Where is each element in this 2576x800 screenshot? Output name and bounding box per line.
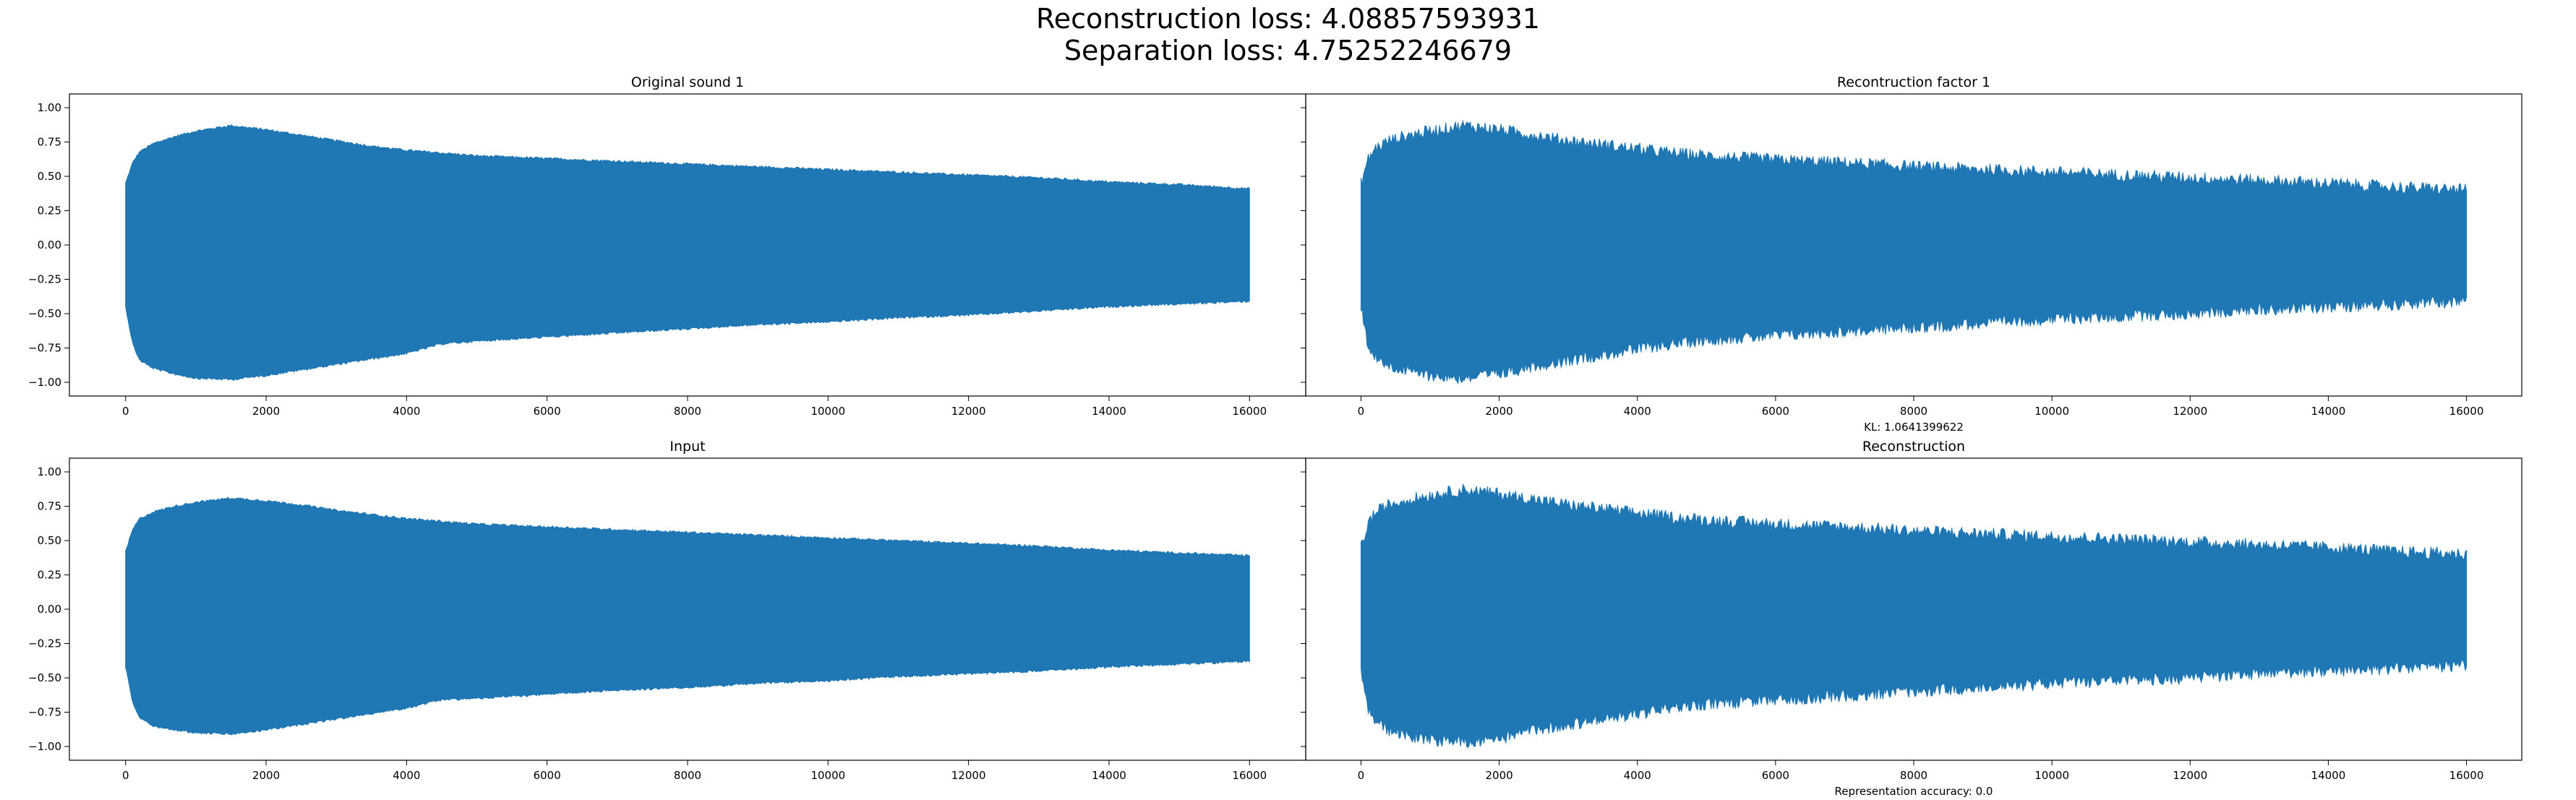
x-tick-label: 0 bbox=[1358, 769, 1365, 782]
x-tick-label: 16000 bbox=[1232, 405, 1267, 418]
waveform-series bbox=[1361, 483, 2467, 749]
y-tick-label: 0.50 bbox=[38, 534, 61, 547]
waveform-series bbox=[125, 496, 1250, 736]
panel-note: Representation accuracy: 0.0 bbox=[1835, 785, 1993, 798]
y-tick-label: 1.00 bbox=[38, 101, 61, 114]
x-tick-label: 16000 bbox=[1232, 769, 1267, 782]
x-tick-label: 4000 bbox=[393, 769, 420, 782]
x-tick-label: 12000 bbox=[2173, 769, 2207, 782]
y-tick-label: 0.50 bbox=[38, 170, 61, 183]
y-tick-label: −0.25 bbox=[28, 637, 61, 650]
chart-panel-top-right: 0 2000 4000 6000 8000 10000 12000 14000 16000 Rec… bbox=[1301, 74, 2522, 434]
chart-panel-top-left: 0 2000 4000 6000 8000 10000 12000 14000 16000 1.0… bbox=[28, 74, 1306, 418]
waveform-series bbox=[1361, 119, 2467, 384]
x-tick-label: 14000 bbox=[2311, 405, 2346, 418]
x-tick-label: 4000 bbox=[1624, 769, 1651, 782]
x-tick-label: 0 bbox=[122, 405, 129, 418]
x-tick-label: 16000 bbox=[2449, 769, 2484, 782]
y-tick-label: 0.75 bbox=[38, 500, 61, 513]
panel-title: Recontruction factor 1 bbox=[1837, 74, 1990, 90]
chart-panel-bottom-right: 0 2000 4000 6000 8000 10000 12000 14000 16000 Rec… bbox=[1301, 439, 2522, 798]
panel-title: Reconstruction bbox=[1862, 439, 1965, 455]
chart-panel-bottom-left: 0 2000 4000 6000 8000 10000 12000 14000 16000 1.0… bbox=[28, 439, 1306, 782]
x-tick-label: 10000 bbox=[2034, 405, 2069, 418]
x-tick-label: 6000 bbox=[534, 769, 561, 782]
x-tick-label: 14000 bbox=[1092, 769, 1126, 782]
panel-title: Original sound 1 bbox=[631, 74, 744, 90]
waveform-series bbox=[125, 124, 1250, 381]
x-tick-label: 12000 bbox=[2173, 405, 2207, 418]
x-tick-label: 0 bbox=[1358, 405, 1365, 418]
y-tick-label: 0.00 bbox=[38, 238, 61, 251]
x-tick-label: 8000 bbox=[674, 405, 701, 418]
y-tick-label: −1.00 bbox=[28, 376, 61, 389]
y-tick-label: −0.75 bbox=[28, 706, 61, 719]
x-tick-label: 6000 bbox=[1762, 405, 1789, 418]
x-tick-label: 6000 bbox=[534, 405, 561, 418]
x-tick-label: 12000 bbox=[951, 405, 986, 418]
x-tick-label: 16000 bbox=[2449, 405, 2484, 418]
panel-note: KL: 1.0641399622 bbox=[1864, 421, 1964, 434]
y-tick-label: 0.75 bbox=[38, 136, 61, 149]
x-tick-label: 8000 bbox=[1900, 769, 1927, 782]
x-tick-label: 2000 bbox=[252, 769, 280, 782]
x-tick-label: 14000 bbox=[2311, 769, 2346, 782]
y-tick-label: −1.00 bbox=[28, 740, 61, 753]
x-tick-label: 4000 bbox=[1624, 405, 1651, 418]
x-tick-label: 14000 bbox=[1092, 405, 1126, 418]
y-tick-label: −0.50 bbox=[28, 671, 61, 684]
y-tick-label: 0.25 bbox=[38, 569, 61, 582]
x-tick-label: 6000 bbox=[1762, 769, 1789, 782]
x-tick-label: 2000 bbox=[1485, 405, 1512, 418]
y-tick-label: −0.50 bbox=[28, 307, 61, 320]
y-tick-label: −0.75 bbox=[28, 342, 61, 355]
panel-title: Input bbox=[669, 439, 705, 455]
x-tick-label: 0 bbox=[122, 769, 129, 782]
y-tick-label: 0.25 bbox=[38, 205, 61, 218]
y-tick-label: 1.00 bbox=[38, 465, 61, 478]
x-tick-label: 10000 bbox=[810, 769, 845, 782]
x-tick-label: 2000 bbox=[252, 405, 280, 418]
figure-suptitle: Reconstruction loss: 4.08857593931 Separ… bbox=[0, 0, 2576, 66]
x-tick-label: 12000 bbox=[951, 769, 986, 782]
y-tick-label: −0.25 bbox=[28, 273, 61, 286]
x-tick-label: 10000 bbox=[810, 405, 845, 418]
x-tick-label: 8000 bbox=[1900, 405, 1927, 418]
x-tick-label: 2000 bbox=[1485, 769, 1512, 782]
separation-loss-title: Separation loss: 4.75252246679 bbox=[1064, 35, 1512, 66]
y-tick-label: 0.00 bbox=[38, 603, 61, 616]
x-tick-label: 8000 bbox=[674, 769, 701, 782]
x-tick-label: 4000 bbox=[393, 405, 420, 418]
x-tick-label: 10000 bbox=[2034, 769, 2069, 782]
reconstruction-loss-title: Reconstruction loss: 4.08857593931 bbox=[1036, 3, 1540, 35]
